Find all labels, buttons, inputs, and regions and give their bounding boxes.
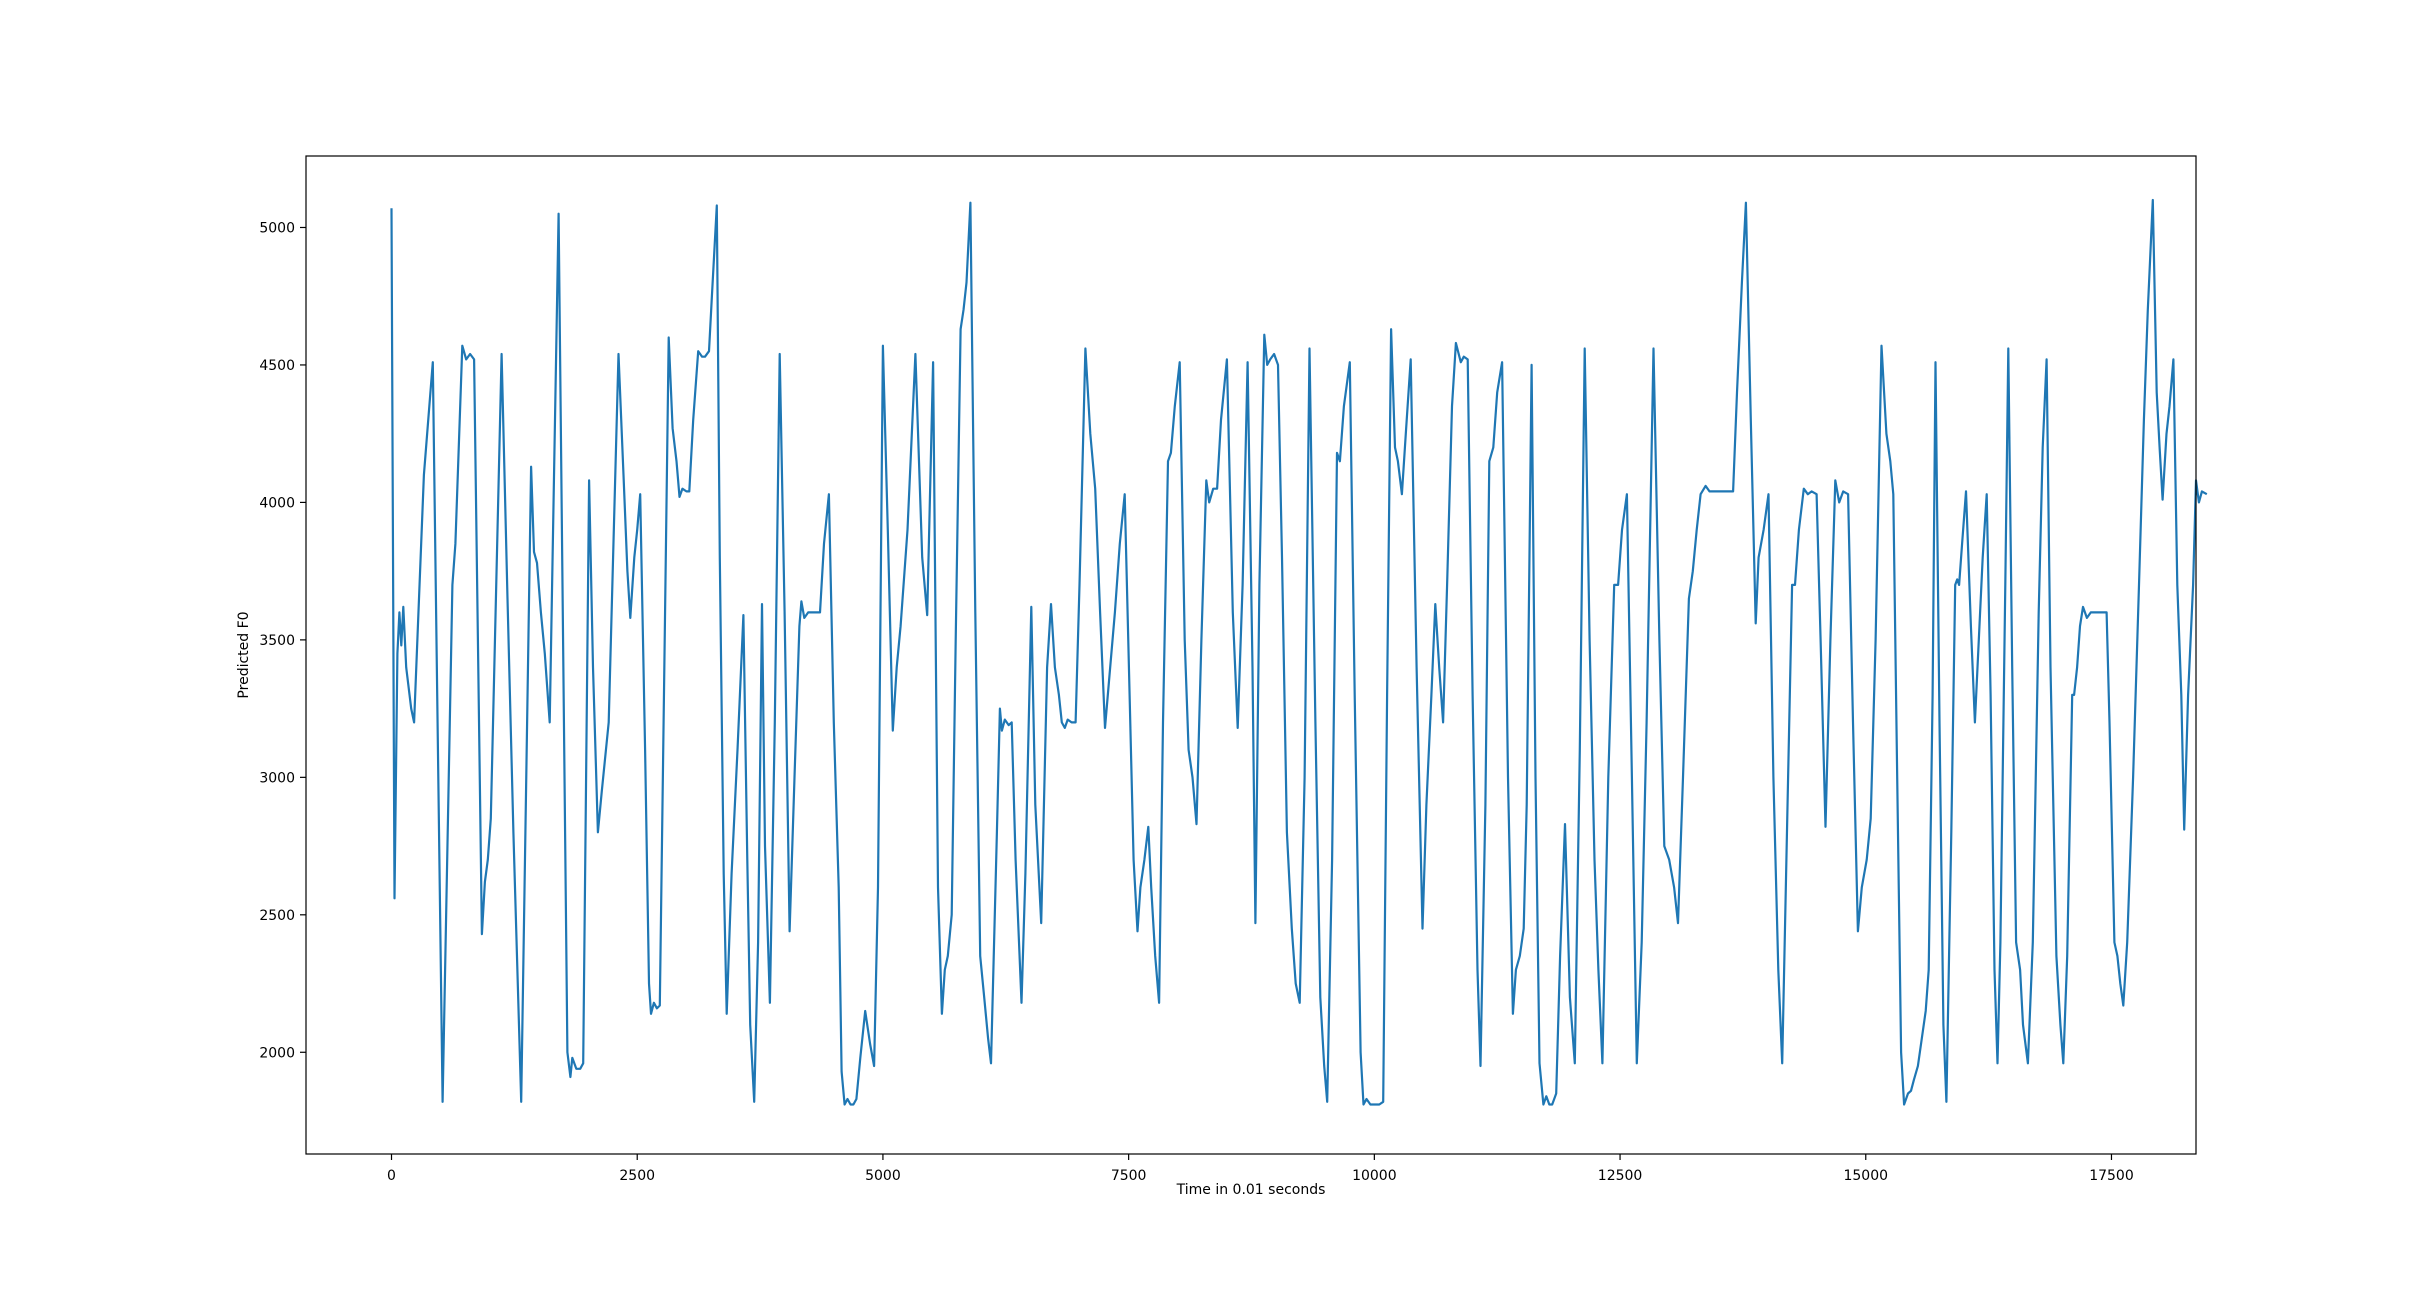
- plot-content: [390, 198, 2208, 1106]
- x-tick-label: 5000: [865, 1168, 901, 1184]
- series-line-0: [390, 198, 2208, 1106]
- x-tick-label: 15000: [1843, 1168, 1888, 1184]
- y-tick-label: 4000: [259, 495, 295, 511]
- y-axis: 2000 2500 3000 3500 4000 4500 5000: [259, 220, 306, 1061]
- y-tick-label: 4500: [259, 358, 295, 374]
- x-tick-label: 10000: [1352, 1168, 1397, 1184]
- x-tick-label: 7500: [1111, 1168, 1147, 1184]
- x-tick-label: 17500: [2089, 1168, 2134, 1184]
- x-axis-label: Time in 0.01 seconds: [1176, 1182, 1326, 1198]
- y-tick-label: 5000: [259, 220, 295, 236]
- y-tick-label: 3000: [259, 770, 295, 786]
- y-axis-label: Predicted F0: [236, 611, 252, 698]
- x-tick-label: 0: [387, 1168, 396, 1184]
- plot-frame: [305, 155, 2197, 1155]
- y-tick-label: 3500: [259, 633, 295, 649]
- x-tick-label: 2500: [619, 1168, 655, 1184]
- x-axis: 0 2500 5000 7500 10000 12500 15000 17500: [387, 1154, 2134, 1184]
- y-tick-label: 2000: [259, 1045, 295, 1061]
- x-tick-label: 12500: [1598, 1168, 1643, 1184]
- y-tick-label: 2500: [259, 908, 295, 924]
